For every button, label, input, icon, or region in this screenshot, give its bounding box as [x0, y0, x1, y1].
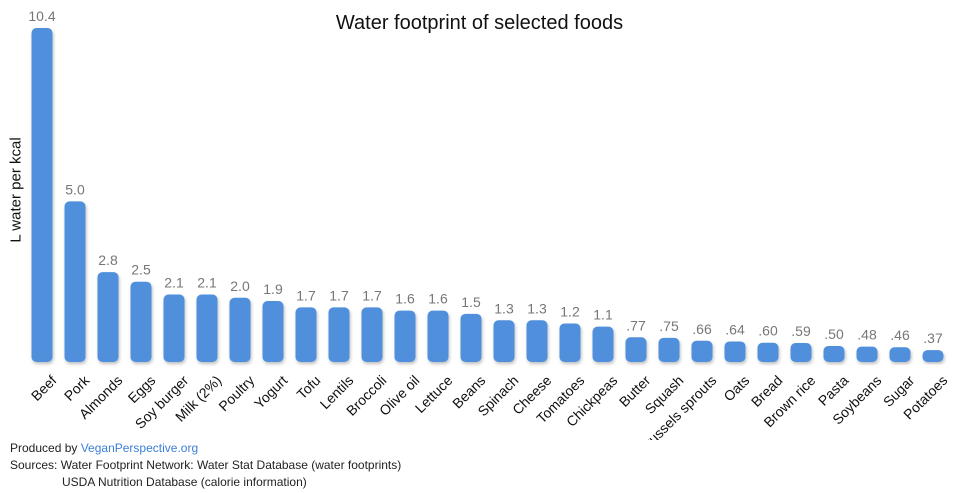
- sources-line-2: USDA Nutrition Database (calorie informa…: [62, 475, 307, 489]
- bar-chickpeas: [592, 326, 614, 362]
- value-label: .64: [725, 321, 745, 337]
- bar-olive-oil: [394, 310, 416, 362]
- bar-milk-2-: [196, 294, 218, 362]
- value-label: .77: [626, 317, 646, 333]
- bar-pasta: [823, 345, 845, 362]
- value-label: .59: [791, 323, 811, 339]
- chart-title: Water footprint of selected foods: [335, 12, 624, 34]
- category-label: Beef: [28, 372, 60, 404]
- bar-beans: [460, 313, 482, 362]
- value-label: .50: [824, 326, 844, 342]
- bar-bread: [757, 342, 779, 362]
- bar-yogurt: [262, 300, 284, 362]
- value-label: 1.7: [329, 287, 349, 303]
- value-label: 2.0: [230, 278, 250, 294]
- bar-tofu: [295, 307, 317, 362]
- value-label: 2.1: [197, 275, 217, 291]
- category-label: Poultry: [215, 372, 257, 414]
- sources-line-1: Sources: Water Footprint Network: Water …: [10, 458, 402, 472]
- bar-lettuce: [427, 310, 449, 362]
- value-label: 1.7: [362, 287, 382, 303]
- bar-potatoes: [922, 350, 944, 362]
- bar-beef: [31, 28, 53, 362]
- value-label: 1.6: [428, 291, 448, 307]
- value-label: 2.5: [131, 262, 151, 278]
- category-label: Lettuce: [412, 372, 456, 416]
- bar-lentils: [328, 307, 350, 362]
- value-label: .66: [692, 321, 712, 337]
- bar-butter: [625, 337, 647, 362]
- bar-squash: [658, 337, 680, 362]
- value-label: 1.2: [560, 303, 580, 319]
- value-label: 2.1: [164, 275, 184, 291]
- value-label: 1.9: [263, 281, 283, 297]
- value-label: 10.4: [28, 8, 55, 24]
- value-label: 1.3: [527, 300, 547, 316]
- value-label: 1.6: [395, 291, 415, 307]
- value-label: 2.8: [98, 252, 118, 268]
- value-label: .48: [857, 327, 877, 343]
- bar-spinach: [493, 320, 515, 362]
- bar-tomatoes: [559, 323, 581, 362]
- value-label: 1.5: [461, 294, 481, 310]
- bar-poultry: [229, 297, 251, 362]
- value-label: .75: [659, 318, 679, 334]
- bar-almonds: [97, 272, 119, 362]
- bar-broccoli: [361, 307, 383, 362]
- value-label: .37: [923, 330, 943, 346]
- bar-soybeans: [856, 346, 878, 362]
- bar-cheese: [526, 320, 548, 362]
- bar-brown-rice: [790, 343, 812, 362]
- value-label: .46: [890, 327, 910, 343]
- value-label: 1.3: [494, 300, 514, 316]
- value-label: .60: [758, 323, 778, 339]
- bar-eggs: [130, 281, 152, 362]
- site-link[interactable]: VeganPerspective.org: [80, 441, 199, 455]
- value-label: 1.1: [593, 307, 613, 323]
- produced-by: Produced by VeganPerspective.org: [10, 441, 198, 455]
- bar-brussels-sprouts: [691, 340, 713, 362]
- bar-sugar: [889, 347, 911, 362]
- value-label: 1.7: [296, 287, 316, 303]
- bar-soy-burger: [163, 294, 185, 362]
- bar-oats: [724, 341, 746, 362]
- produced-by-label: Produced by: [10, 441, 81, 455]
- category-label: Yogurt: [251, 372, 291, 412]
- value-label: 5.0: [65, 181, 85, 197]
- bar-pork: [64, 201, 86, 362]
